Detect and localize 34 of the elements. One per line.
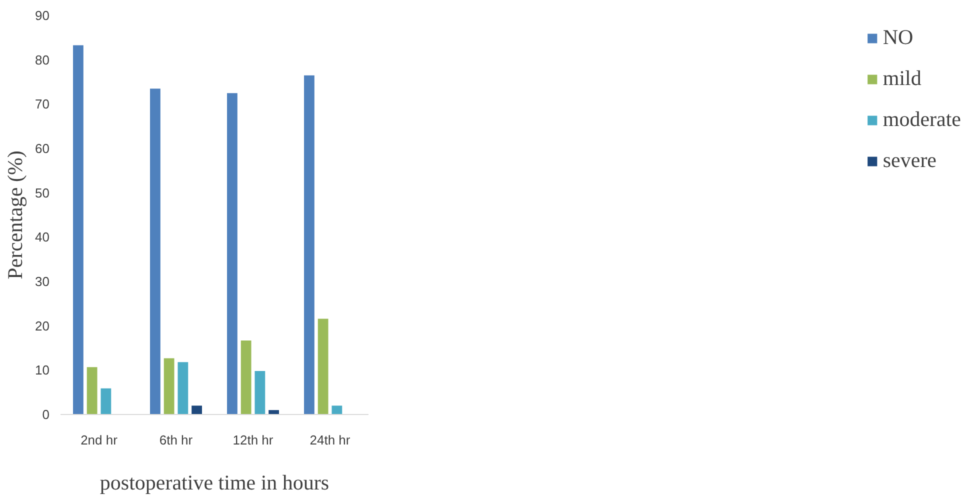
y-tick-label: 80 bbox=[35, 52, 50, 68]
y-tick-label: 70 bbox=[35, 96, 50, 112]
y-axis-title: Percentage (%) bbox=[3, 150, 28, 280]
x-tick-label: 6th hr bbox=[159, 432, 194, 448]
y-tick-label: 20 bbox=[35, 318, 50, 334]
legend-label: moderate bbox=[882, 107, 961, 132]
bar bbox=[332, 406, 342, 414]
x-tick-label: 2nd hr bbox=[80, 432, 118, 448]
legend-label: NO bbox=[882, 25, 914, 50]
y-tick-label: 90 bbox=[35, 8, 50, 23]
y-tick-label: 50 bbox=[35, 185, 50, 200]
y-tick-label: 60 bbox=[35, 141, 50, 156]
bar bbox=[150, 88, 160, 414]
y-tick-label: 30 bbox=[35, 274, 50, 289]
y-tick-label: 0 bbox=[42, 407, 50, 422]
x-tick-label: 12th hr bbox=[232, 432, 274, 448]
x-tick-label: 24th hr bbox=[310, 432, 351, 448]
bar bbox=[86, 367, 98, 414]
x-axis-title: postoperative time in hours bbox=[100, 470, 330, 494]
bar bbox=[318, 318, 328, 414]
bar bbox=[164, 358, 174, 414]
bar bbox=[227, 93, 238, 414]
bar bbox=[192, 406, 202, 414]
bar bbox=[178, 362, 188, 414]
y-tick-label: 40 bbox=[35, 230, 50, 245]
legend-label: mild bbox=[882, 66, 922, 91]
bar bbox=[268, 410, 279, 414]
bar bbox=[254, 371, 266, 414]
bar bbox=[100, 388, 112, 414]
bar bbox=[240, 340, 252, 414]
bar bbox=[304, 75, 314, 414]
y-tick-label: 10 bbox=[35, 362, 50, 378]
bar bbox=[73, 45, 84, 414]
legend-label: severe bbox=[882, 148, 937, 173]
